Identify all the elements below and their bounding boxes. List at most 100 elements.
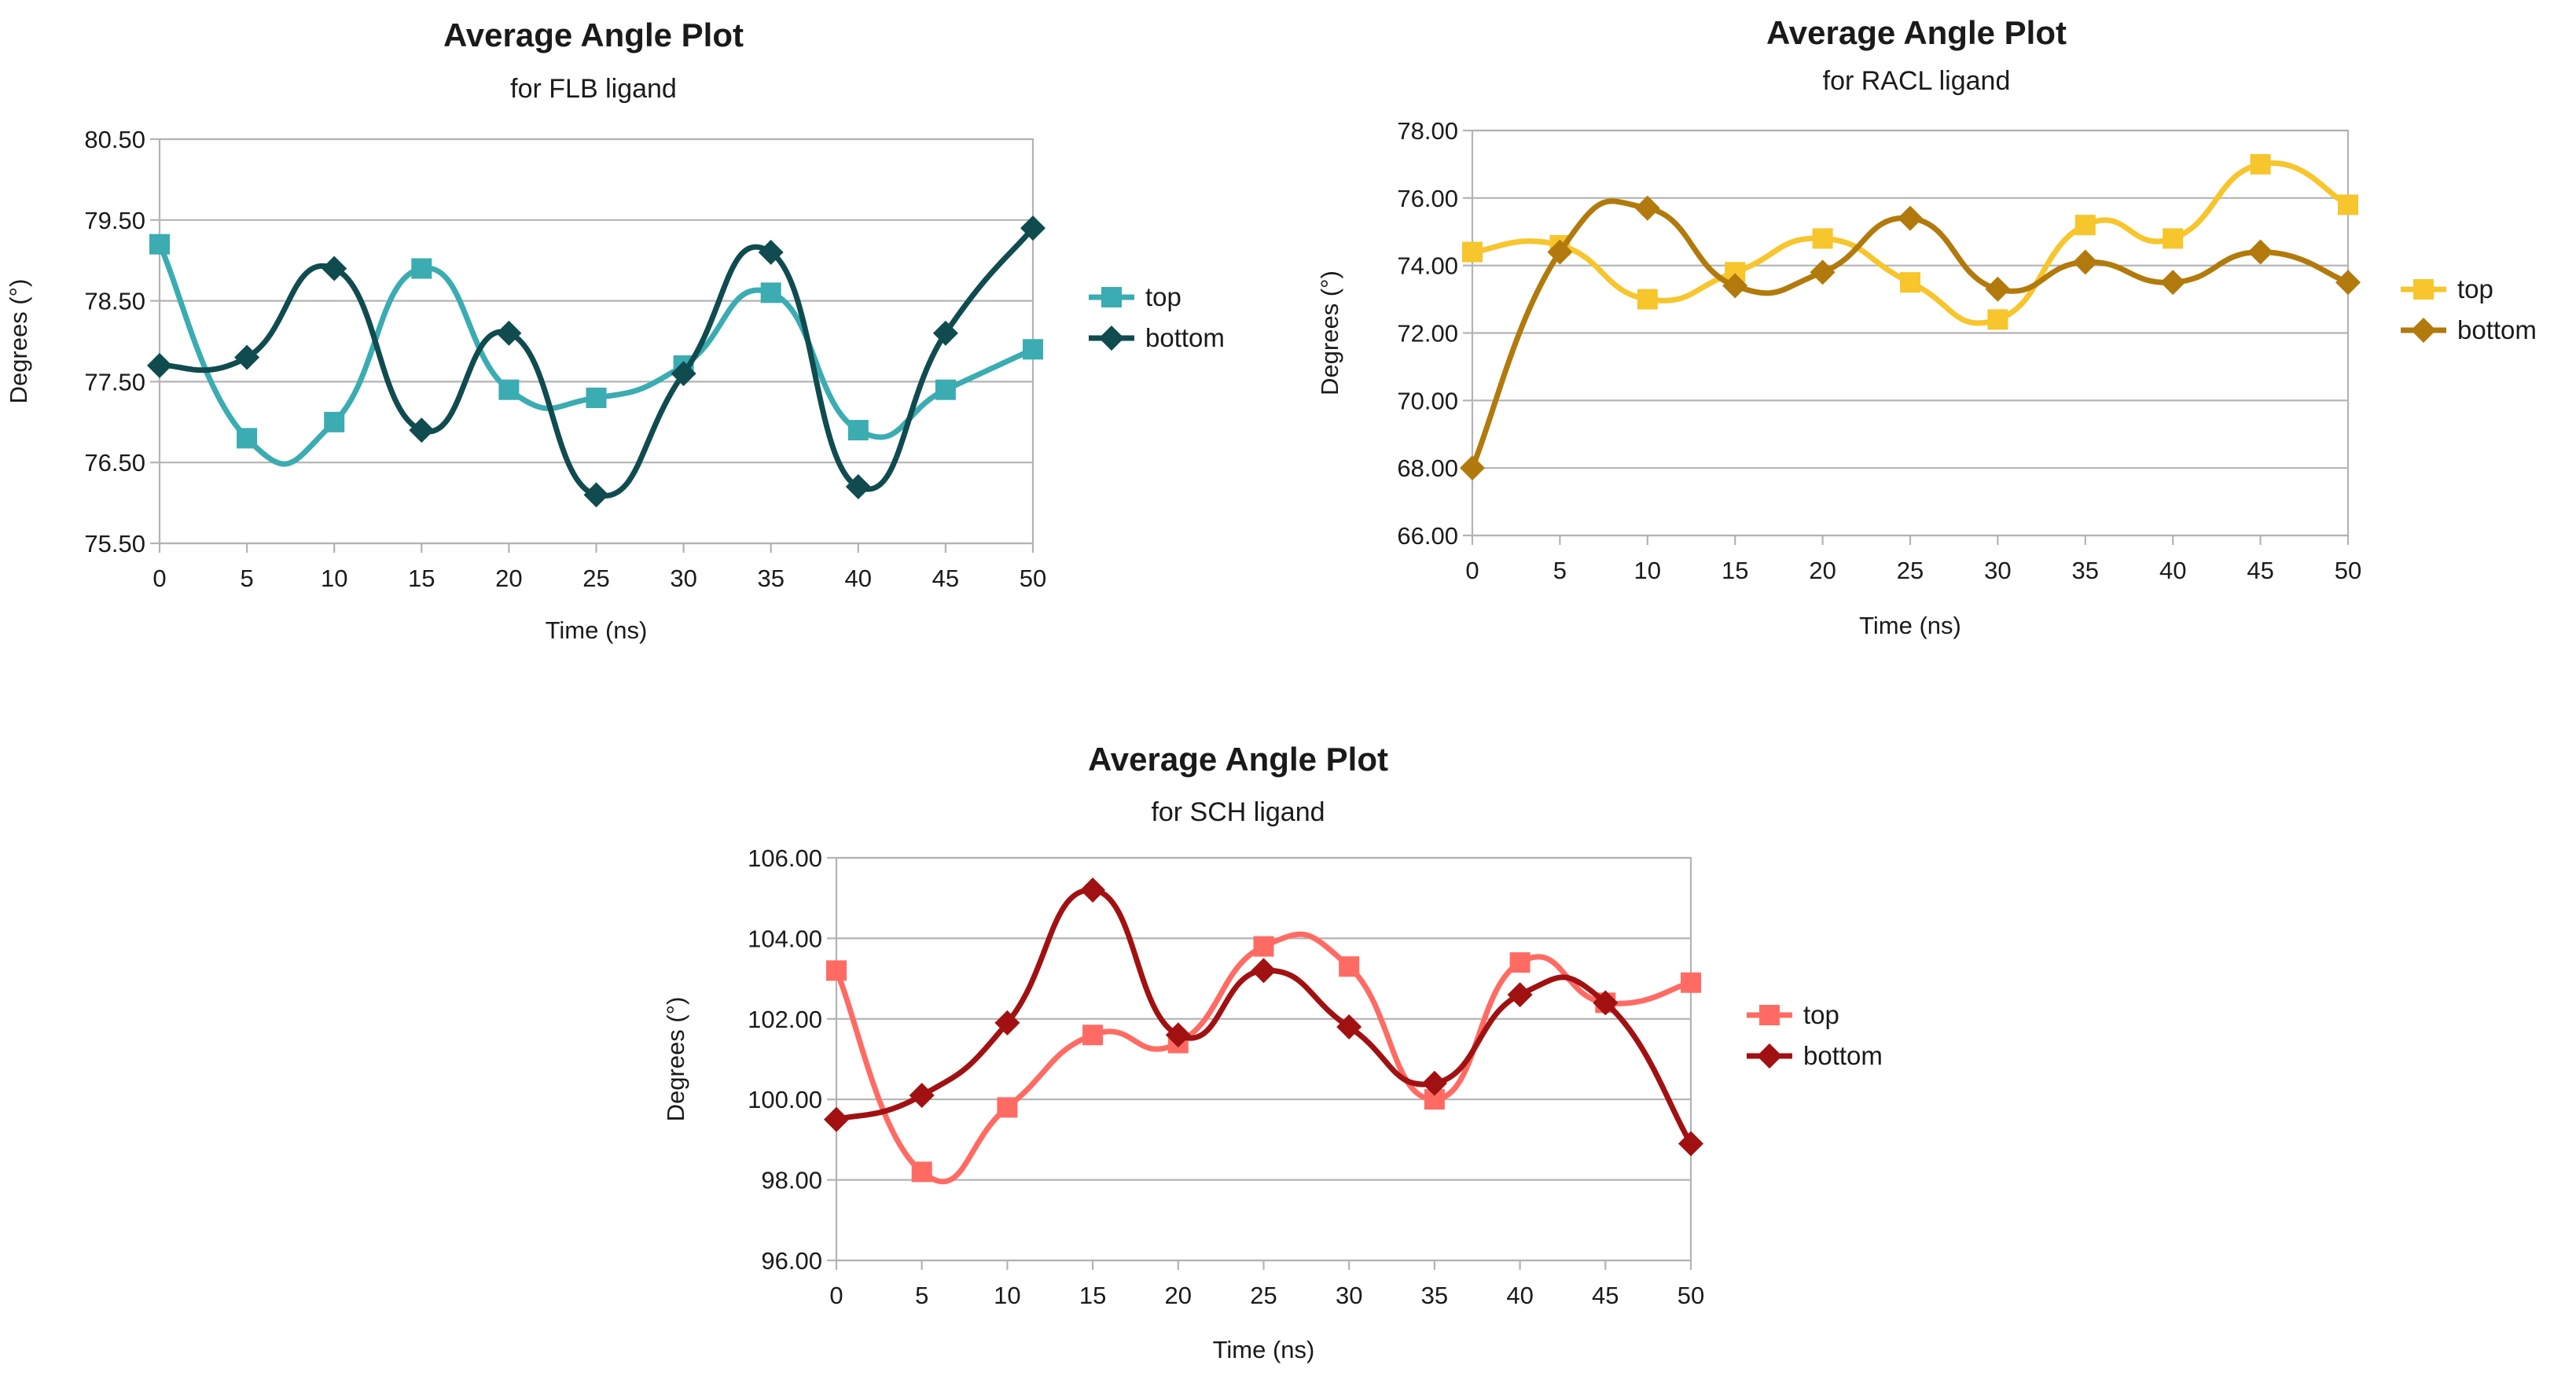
y-axis-label: Degrees (°) [1316, 270, 1343, 396]
data-point-top [586, 387, 607, 408]
chart-subtitle: for SCH ligand [1151, 797, 1325, 827]
data-point-bottom [1421, 1070, 1447, 1096]
x-tick-label: 40 [2159, 557, 2186, 584]
data-point-top [935, 379, 956, 400]
series-bottom [147, 215, 1045, 508]
x-axis-label: Time (ns) [546, 616, 648, 644]
y-tick-label: 79.50 [84, 207, 145, 234]
data-point-bottom [932, 320, 958, 346]
data-point-top [1339, 956, 1360, 977]
data-point-top [1900, 272, 1920, 293]
legend-label: bottom [1803, 1041, 1883, 1070]
x-tick-label: 15 [1079, 1282, 1106, 1309]
x-tick-label: 35 [1421, 1282, 1448, 1309]
x-tick-label: 45 [1592, 1282, 1619, 1309]
data-point-top [324, 411, 345, 432]
x-tick-label: 50 [1678, 1282, 1704, 1309]
data-point-top [826, 960, 847, 981]
data-point-bottom [1593, 990, 1619, 1016]
y-tick-label: 66.00 [1397, 522, 1458, 550]
legend-marker [2413, 279, 2434, 300]
data-point-bottom [845, 474, 871, 500]
legend-item-bottom: bottom [1747, 1041, 1883, 1070]
x-tick-label: 30 [670, 565, 696, 592]
series-line-bottom [1469, 198, 2351, 471]
legend-item-bottom: bottom [2401, 315, 2537, 344]
data-point-bottom [1634, 195, 1660, 221]
chart-subtitle: for RACL ligand [1823, 66, 2011, 96]
data-point-top [149, 234, 170, 255]
series-line-top [156, 241, 1036, 467]
y-tick-label: 96.00 [761, 1247, 822, 1275]
data-point-bottom [1678, 1131, 1703, 1157]
chart-sch: Average Angle Plot for SCH ligand 96.00 98.… [662, 741, 1883, 1363]
data-point-bottom [1336, 1014, 1362, 1040]
series-line-top [1469, 160, 2351, 326]
legend-marker [1759, 1005, 1780, 1025]
series-line-bottom [833, 887, 1694, 1147]
x-tick-label: 5 [915, 1282, 928, 1309]
x-tick-label: 20 [1809, 557, 1836, 584]
series-bottom [824, 877, 1703, 1157]
data-point-bottom [671, 361, 696, 387]
x-tick-label: 30 [1336, 1282, 1362, 1309]
x-tick-label: 50 [1020, 565, 1046, 592]
y-tick-label: 104.00 [748, 925, 822, 952]
x-axis-label: Time (ns) [1859, 612, 1961, 639]
y-axis-label: Degrees (°) [5, 279, 32, 404]
data-point-bottom [2160, 270, 2186, 296]
x-tick-label: 30 [1984, 557, 2011, 584]
legend-label: bottom [1145, 323, 1225, 352]
data-point-top [760, 282, 781, 304]
data-point-bottom [1020, 215, 1045, 241]
legend-marker [2411, 318, 2436, 343]
data-point-top [237, 428, 258, 449]
data-point-top [997, 1097, 1018, 1118]
data-point-bottom [2247, 239, 2273, 265]
series-top [149, 234, 1043, 467]
series-bottom [1460, 195, 2361, 481]
data-point-top [1681, 972, 1701, 993]
data-point-top [1082, 1025, 1104, 1046]
data-point-bottom [1507, 982, 1533, 1008]
x-tick-label: 15 [1722, 557, 1748, 584]
data-point-top [847, 420, 869, 441]
x-tick-label: 35 [757, 565, 784, 592]
y-tick-label: 75.50 [84, 530, 145, 557]
x-tick-label: 50 [2335, 557, 2361, 584]
series-top [1462, 153, 2358, 330]
legend-label: bottom [2457, 315, 2537, 344]
y-tick-label: 76.00 [1397, 185, 1458, 212]
data-point-bottom [583, 482, 609, 508]
legend-label: top [1145, 282, 1181, 311]
x-tick-label: 25 [582, 565, 609, 592]
x-tick-label: 5 [1553, 557, 1567, 584]
data-point-top [498, 379, 520, 400]
legend-item-top: top [1089, 282, 1181, 311]
x-tick-label: 0 [829, 1282, 843, 1309]
x-tick-label: 15 [408, 565, 435, 592]
y-tick-label: 80.50 [84, 126, 145, 153]
legend-label: top [2457, 274, 2493, 304]
data-point-top [911, 1161, 932, 1183]
data-point-bottom [1165, 1022, 1191, 1048]
y-tick-label: 78.00 [1397, 117, 1458, 145]
data-point-bottom [234, 344, 260, 370]
data-point-bottom [758, 239, 784, 265]
plot-area [835, 856, 1692, 1262]
x-tick-label: 35 [2072, 557, 2099, 584]
x-tick-label: 40 [845, 565, 872, 592]
legend-marker [1101, 287, 1122, 307]
data-point-top [1812, 228, 1833, 249]
x-tick-label: 10 [321, 565, 347, 592]
legend-marker [1757, 1043, 1782, 1069]
chart-title: Average Angle Plot [443, 17, 744, 53]
y-tick-label: 77.50 [84, 368, 145, 396]
x-tick-label: 0 [153, 565, 166, 592]
y-tick-label: 100.00 [748, 1086, 822, 1113]
data-point-top [2338, 194, 2358, 215]
data-point-bottom [1080, 877, 1106, 903]
y-axis-label: Degrees (°) [662, 997, 689, 1122]
x-tick-label: 40 [1506, 1282, 1533, 1309]
